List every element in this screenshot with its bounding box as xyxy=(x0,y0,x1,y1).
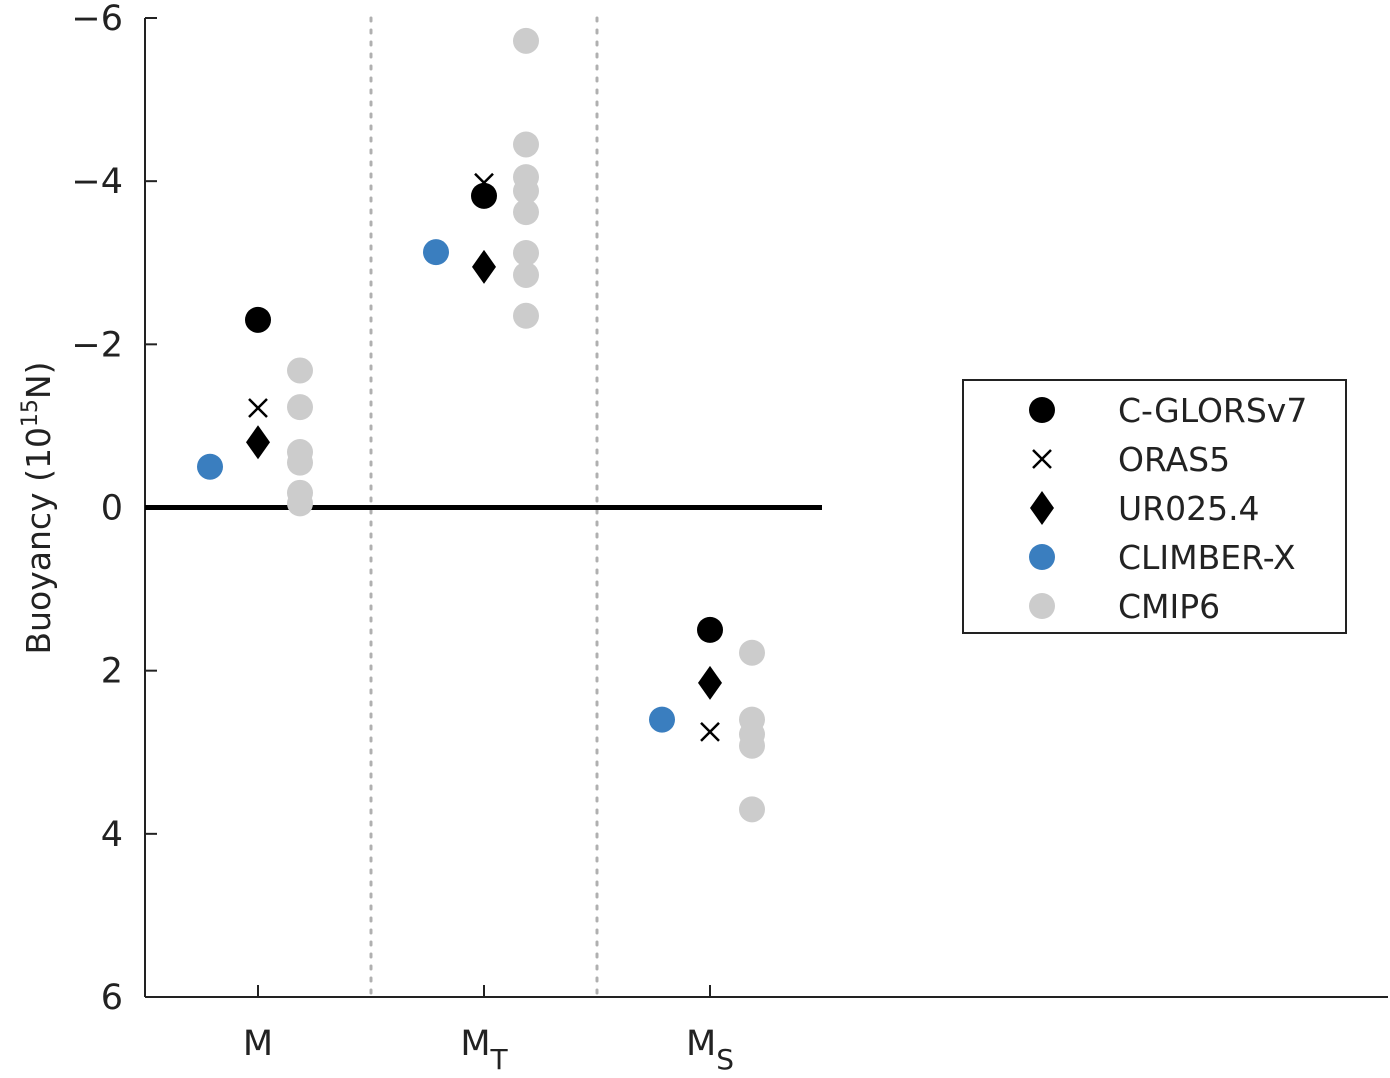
legend-label: C-GLORSv7 xyxy=(1118,391,1307,430)
data-point-cmip6 xyxy=(739,796,765,823)
legend-item-c-glorsv7: C-GLORSv7 xyxy=(1029,391,1307,430)
legend-marker xyxy=(1030,491,1054,525)
x-tick-label: MS xyxy=(686,1024,734,1076)
legend-marker xyxy=(1032,449,1052,469)
data-point-ur025-4 xyxy=(698,665,722,700)
legend-label: CLIMBER-X xyxy=(1118,538,1296,577)
data-point-cmip6 xyxy=(287,490,313,517)
y-tick-label: −6 xyxy=(71,0,123,39)
legend-label: UR025.4 xyxy=(1118,489,1260,528)
data-point-cmip6 xyxy=(513,177,539,204)
legend-marker xyxy=(1029,593,1055,619)
data-point-climber-x xyxy=(649,706,675,733)
legend-label: ORAS5 xyxy=(1118,440,1230,479)
legend-label: CMIP6 xyxy=(1118,587,1220,626)
data-points xyxy=(197,27,765,823)
y-tick-label: −4 xyxy=(71,162,123,202)
legend-box xyxy=(962,379,1347,634)
data-point-c-glorsv7 xyxy=(245,306,271,333)
series-oras5 xyxy=(248,172,720,742)
legend-marker xyxy=(1029,397,1055,423)
category-separators xyxy=(369,16,599,999)
y-axis-label: Buoyancy (1015N) xyxy=(18,361,58,654)
data-point-climber-x xyxy=(423,239,449,266)
legend: C-GLORSv7 ORAS5 UR025.4 CLIMBER-X CMIP6 xyxy=(962,379,1347,634)
data-point-ur025-4 xyxy=(472,249,496,284)
y-tick-label: −2 xyxy=(71,325,123,365)
data-point-c-glorsv7 xyxy=(697,616,723,643)
series-ur025-4 xyxy=(246,249,722,700)
data-point-cmip6 xyxy=(513,131,539,158)
data-point-cmip6 xyxy=(739,732,765,759)
y-tick-label: 0 xyxy=(101,489,123,529)
data-point-cmip6 xyxy=(287,449,313,476)
legend-item-oras5: ORAS5 xyxy=(1032,440,1230,479)
data-point-ur025-4 xyxy=(246,425,270,460)
data-point-cmip6 xyxy=(287,357,313,384)
data-point-cmip6 xyxy=(513,302,539,329)
y-tick-label: 4 xyxy=(101,815,123,855)
data-point-cmip6 xyxy=(513,261,539,288)
y-tick-label: 2 xyxy=(101,652,123,692)
data-point-cmip6 xyxy=(287,394,313,421)
data-point-cmip6 xyxy=(513,239,539,266)
legend-item-cmip6: CMIP6 xyxy=(1029,587,1220,626)
series-climber-x xyxy=(197,239,675,733)
y-tick-label: 6 xyxy=(101,978,123,1018)
data-point-oras5 xyxy=(700,721,720,742)
data-point-oras5 xyxy=(248,398,268,418)
legend-marker xyxy=(1029,544,1055,570)
axes: −6 −4 −2 0 2 4 6 M MT MS xyxy=(71,0,1388,1076)
data-point-climber-x xyxy=(197,453,223,480)
legend-item-ur025-4: UR025.4 xyxy=(1030,489,1260,528)
x-tick-label: MT xyxy=(460,1024,508,1076)
series-cmip6 xyxy=(287,27,765,823)
data-point-cmip6 xyxy=(739,639,765,666)
legend-item-climber-x: CLIMBER-X xyxy=(1029,538,1296,577)
data-point-oras5 xyxy=(474,172,494,193)
x-tick-label: M xyxy=(243,1024,273,1064)
data-point-c-glorsv7 xyxy=(471,182,497,209)
data-point-cmip6 xyxy=(513,199,539,226)
data-point-cmip6 xyxy=(513,27,539,54)
